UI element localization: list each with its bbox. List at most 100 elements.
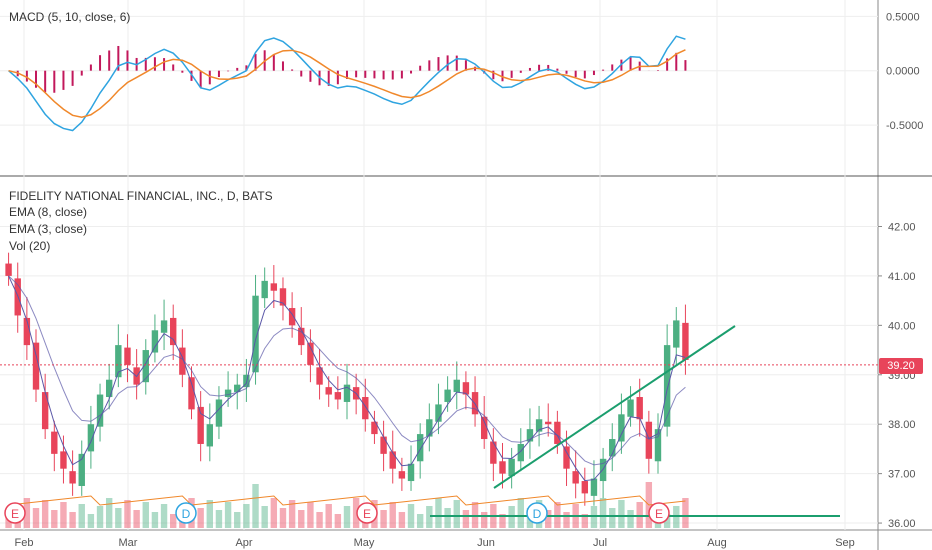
candle-body (380, 436, 387, 454)
volume-bar (334, 514, 342, 528)
price-tick-label: 42.00 (888, 221, 916, 233)
volume-bar (462, 510, 470, 528)
x-tick-label: Aug (707, 537, 727, 549)
candle-body (252, 295, 259, 373)
candle-body (645, 421, 653, 459)
volume-bar (480, 512, 488, 528)
event-marker-label: E (11, 507, 19, 521)
volume-bar (663, 514, 671, 528)
volume-bar (298, 510, 305, 528)
ema8-line (8, 275, 686, 466)
volume-bar (398, 512, 406, 528)
candle-body (407, 463, 415, 482)
candle-body (343, 384, 351, 402)
volume-bar (87, 514, 95, 528)
candle-body (572, 471, 579, 484)
candle-body (334, 392, 342, 400)
volume-bar (499, 514, 506, 528)
trendline-rising (493, 325, 736, 489)
volume-bar (380, 510, 387, 528)
candle-body (316, 367, 323, 385)
volume-bar (115, 508, 122, 528)
volume-bar (151, 512, 159, 528)
x-tick-label: Apr (235, 537, 252, 549)
candle-body (215, 399, 223, 427)
price-tick-label: 36.00 (888, 518, 916, 530)
volume-bar (142, 502, 149, 528)
volume-bar (545, 510, 552, 528)
candle-body (179, 347, 186, 375)
candle-body (581, 481, 589, 494)
candle-body (499, 461, 506, 474)
candle-body (508, 458, 515, 477)
volume-bar (133, 510, 140, 528)
macd-legend: MACD (5, 10, close, 6) (9, 10, 131, 24)
macd-tick-label: 0.5000 (886, 11, 920, 23)
volume-bar (206, 500, 214, 528)
volume-bar (581, 514, 589, 528)
event-marker-label: E (655, 507, 663, 521)
volume-bar (352, 498, 360, 528)
volume-bar (78, 504, 85, 528)
volume-bar (69, 512, 76, 528)
volume-bar (279, 508, 287, 528)
volume-bar (124, 500, 131, 528)
candle-body (663, 345, 671, 427)
candle-body (188, 377, 195, 410)
volume-bar (224, 502, 232, 528)
volume-bar (435, 498, 442, 528)
candle-body (261, 280, 268, 299)
candle-body (115, 345, 122, 378)
event-marker-label: D (533, 507, 542, 521)
candle-body (298, 327, 305, 346)
volume-bar (60, 502, 67, 528)
volume-bar (316, 512, 323, 528)
volume-bar (682, 498, 689, 528)
volume-bar (627, 510, 634, 528)
volume-bar (599, 498, 607, 528)
candle-body (288, 308, 296, 326)
volume-bar (23, 498, 31, 528)
volume-bar (32, 508, 40, 528)
x-tick-label: Feb (15, 537, 34, 549)
macd-signal-line (8, 49, 686, 119)
volume-bar (609, 508, 616, 528)
candle-body (590, 478, 598, 496)
candle-body (416, 434, 424, 462)
candle-body (5, 263, 12, 276)
volume-bar (261, 506, 268, 528)
candle-body (224, 389, 232, 398)
vol-legend: Vol (20) (9, 239, 51, 253)
candle-body (96, 394, 104, 427)
volume-bar (453, 500, 460, 528)
volume-bar (105, 498, 113, 528)
candle-body (563, 446, 570, 469)
volume-bar (270, 498, 278, 528)
candle-body (426, 419, 433, 437)
volume-bar (416, 514, 424, 528)
volume-bar (51, 510, 58, 528)
candle-body (682, 322, 689, 360)
candle-body (517, 443, 524, 462)
price-tick-label: 38.00 (888, 419, 916, 431)
price-tick-label: 37.00 (888, 469, 916, 481)
candle-body (627, 399, 634, 417)
candle-body (371, 421, 378, 435)
volume-bar (215, 510, 223, 528)
candle-body (197, 406, 204, 444)
event-marker (4, 502, 26, 524)
ema3-legend: EMA (3, close) (9, 222, 88, 236)
volume-bar (252, 484, 259, 528)
volume-bar (407, 504, 415, 528)
macd-tick-label: 0.0000 (886, 66, 920, 78)
candle-body (398, 471, 406, 479)
macd-tick-label: -0.5000 (886, 120, 923, 132)
event-marker-label: E (363, 507, 371, 521)
volume-bar (41, 500, 49, 528)
volume-bar (170, 514, 177, 528)
volume-bar (563, 512, 570, 528)
volume-bar (343, 506, 351, 528)
candle-body (170, 317, 177, 346)
candle-body (124, 347, 131, 365)
